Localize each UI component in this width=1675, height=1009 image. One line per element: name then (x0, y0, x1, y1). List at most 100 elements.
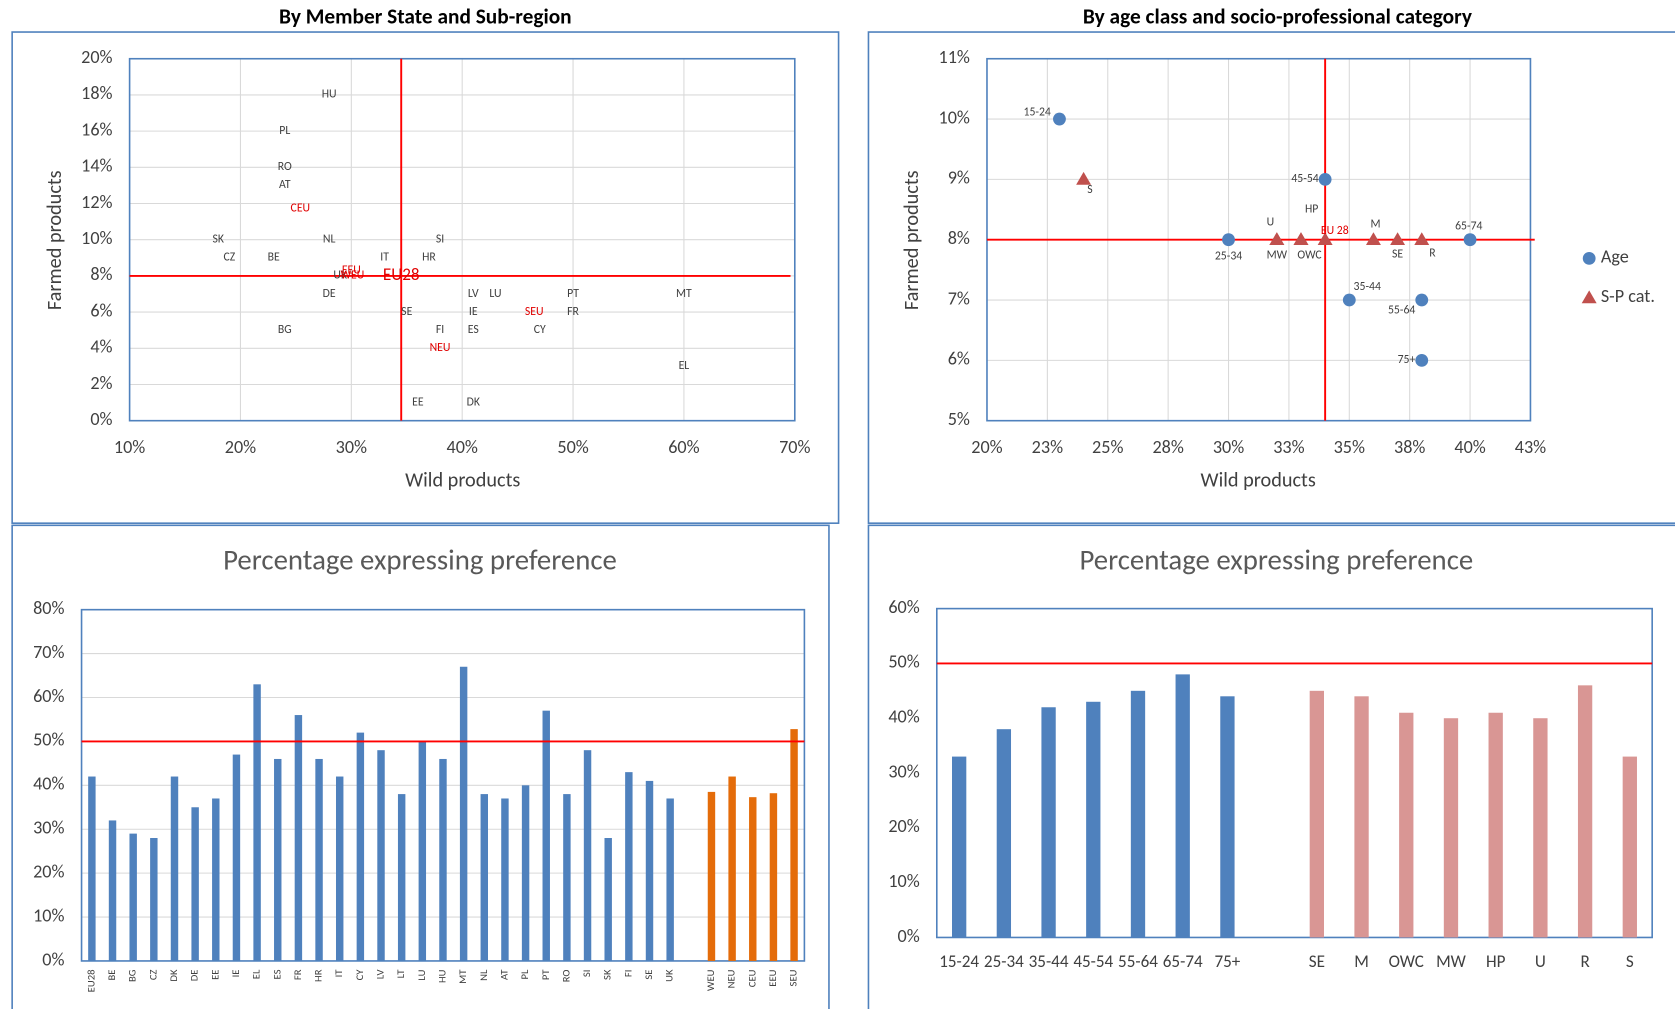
x-tick-label: 30% (1213, 436, 1244, 458)
y-tick-label: 0% (42, 948, 64, 970)
x-tick-label: 55-64 (1118, 951, 1158, 972)
bar (253, 684, 261, 961)
point-label: AT (279, 178, 291, 192)
bar (1622, 756, 1637, 938)
x-axis-title: Wild products (1201, 468, 1316, 492)
x-axis-title: Wild products (405, 468, 520, 492)
x-tick-label: MW (1436, 951, 1467, 972)
point-label: EU 28 (1321, 224, 1349, 238)
x-tick-label: 15-24 (939, 951, 979, 972)
data-point (1053, 112, 1066, 126)
point-label: 75+ (1398, 353, 1416, 367)
x-tick-label: 25-34 (984, 951, 1024, 972)
x-tick-label: 70% (779, 436, 810, 458)
x-tick-label: M (1354, 951, 1369, 972)
x-tick-label: EL (250, 969, 263, 979)
bar (377, 750, 385, 961)
bar (418, 741, 427, 961)
y-tick-label: 60% (33, 685, 64, 707)
data-point (1076, 171, 1092, 185)
point-label: EEU (342, 263, 361, 277)
legend-label: Age (1601, 246, 1629, 268)
point-label: PL (279, 124, 290, 138)
point-label: PT (567, 287, 579, 301)
y-tick-label: 40% (33, 773, 64, 795)
point-label: WEU (341, 269, 365, 283)
x-tick-label: IE (229, 969, 242, 977)
bar (191, 807, 199, 961)
point-label: DK (467, 395, 481, 409)
point-label: OWC (1297, 249, 1322, 263)
bar (521, 785, 530, 961)
legend-marker (1581, 290, 1597, 304)
bar (129, 833, 137, 961)
point-label: 35-44 (1354, 280, 1381, 294)
x-tick-label: 65-74 (1163, 951, 1203, 972)
x-tick-label: 40% (447, 436, 478, 458)
x-tick-label: UK (663, 969, 676, 982)
point-label: UK (333, 269, 348, 283)
point-label: MW (1267, 249, 1288, 263)
point-label: FI (436, 323, 444, 337)
chart-title: By age class and socio-professional cate… (1083, 3, 1472, 29)
bar (1130, 690, 1146, 938)
chart-panel: Percentage expressing preference 0% 10% 20%… (867, 524, 1675, 1009)
y-tick-label: 12% (81, 191, 112, 213)
y-tick-label: 8% (90, 263, 112, 285)
point-label: HU (322, 88, 337, 102)
x-tick-label: NL (477, 969, 490, 981)
y-tick-label: 20% (81, 46, 112, 68)
y-tick-label: 18% (81, 82, 112, 104)
panel-border (867, 524, 1675, 1009)
point-label: SE (401, 305, 412, 319)
x-tick-label: LU (415, 969, 428, 980)
point-label: 65-74 (1455, 220, 1482, 234)
bar (749, 797, 757, 961)
x-tick-label: BG (126, 969, 139, 982)
bar (790, 729, 798, 961)
x-tick-label: EE (208, 969, 221, 979)
x-tick-label: DK (167, 969, 180, 982)
point-label: HR (422, 251, 436, 265)
data-point (1415, 353, 1429, 367)
point-label: NEU (430, 341, 451, 355)
y-tick-label: 0% (898, 925, 920, 947)
point-label: EE (412, 395, 424, 409)
x-tick-label: SK (601, 969, 614, 980)
bar (1220, 696, 1235, 938)
bar (1533, 718, 1548, 938)
bar (769, 793, 778, 961)
data-point (1390, 232, 1406, 246)
panel-border (11, 524, 830, 1009)
x-tick-label: 25% (1092, 436, 1123, 458)
point-label: 55-64 (1388, 304, 1415, 318)
data-point (1317, 232, 1333, 246)
y-tick-label: 20% (33, 860, 64, 882)
legend-label: S-P cat. (1601, 285, 1655, 307)
y-tick-label: 7% (948, 287, 970, 309)
x-tick-label: 23% (1032, 436, 1063, 458)
x-tick-label: 20% (225, 436, 256, 458)
x-tick-label: 30% (336, 436, 367, 458)
x-tick-label: DE (188, 969, 201, 981)
x-tick-label: 20% (971, 436, 1002, 458)
point-label: LV (468, 287, 479, 301)
bar (583, 750, 592, 961)
bar (108, 820, 117, 961)
x-tick-label: EU28 (84, 969, 97, 992)
x-tick-label: 43% (1515, 436, 1546, 458)
x-tick-label: BE (105, 969, 118, 980)
x-tick-label: SE (1309, 951, 1325, 972)
x-tick-label: OWC (1389, 951, 1424, 972)
y-axis-title: Farmed products (900, 170, 924, 310)
point-label: HP (1305, 203, 1318, 217)
data-point (1342, 293, 1356, 307)
chart-title: Percentage expressing preference (223, 543, 617, 578)
point-label: 45-54 (1291, 172, 1318, 186)
y-tick-label: 14% (81, 155, 112, 177)
x-tick-label: 75+ (1215, 951, 1241, 972)
chart-panel: By age class and socio-professional cate… (867, 3, 1675, 524)
bar (1175, 674, 1190, 938)
y-tick-label: 11% (939, 46, 970, 68)
